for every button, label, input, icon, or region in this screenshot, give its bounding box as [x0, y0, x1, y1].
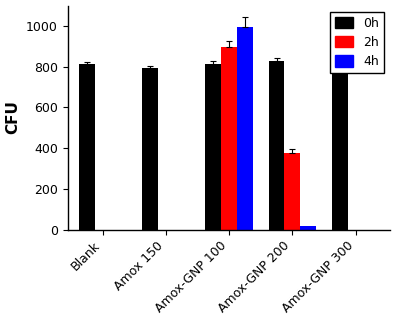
Bar [268, 61, 284, 230]
Bar [79, 64, 95, 230]
Bar [221, 47, 237, 230]
Bar [300, 226, 316, 230]
Bar [332, 61, 348, 230]
Bar [237, 27, 253, 230]
Bar [206, 64, 221, 230]
Bar [142, 68, 158, 230]
Bar [284, 153, 300, 230]
Legend: 0h, 2h, 4h: 0h, 2h, 4h [329, 12, 384, 73]
Y-axis label: CFU: CFU [6, 100, 21, 134]
